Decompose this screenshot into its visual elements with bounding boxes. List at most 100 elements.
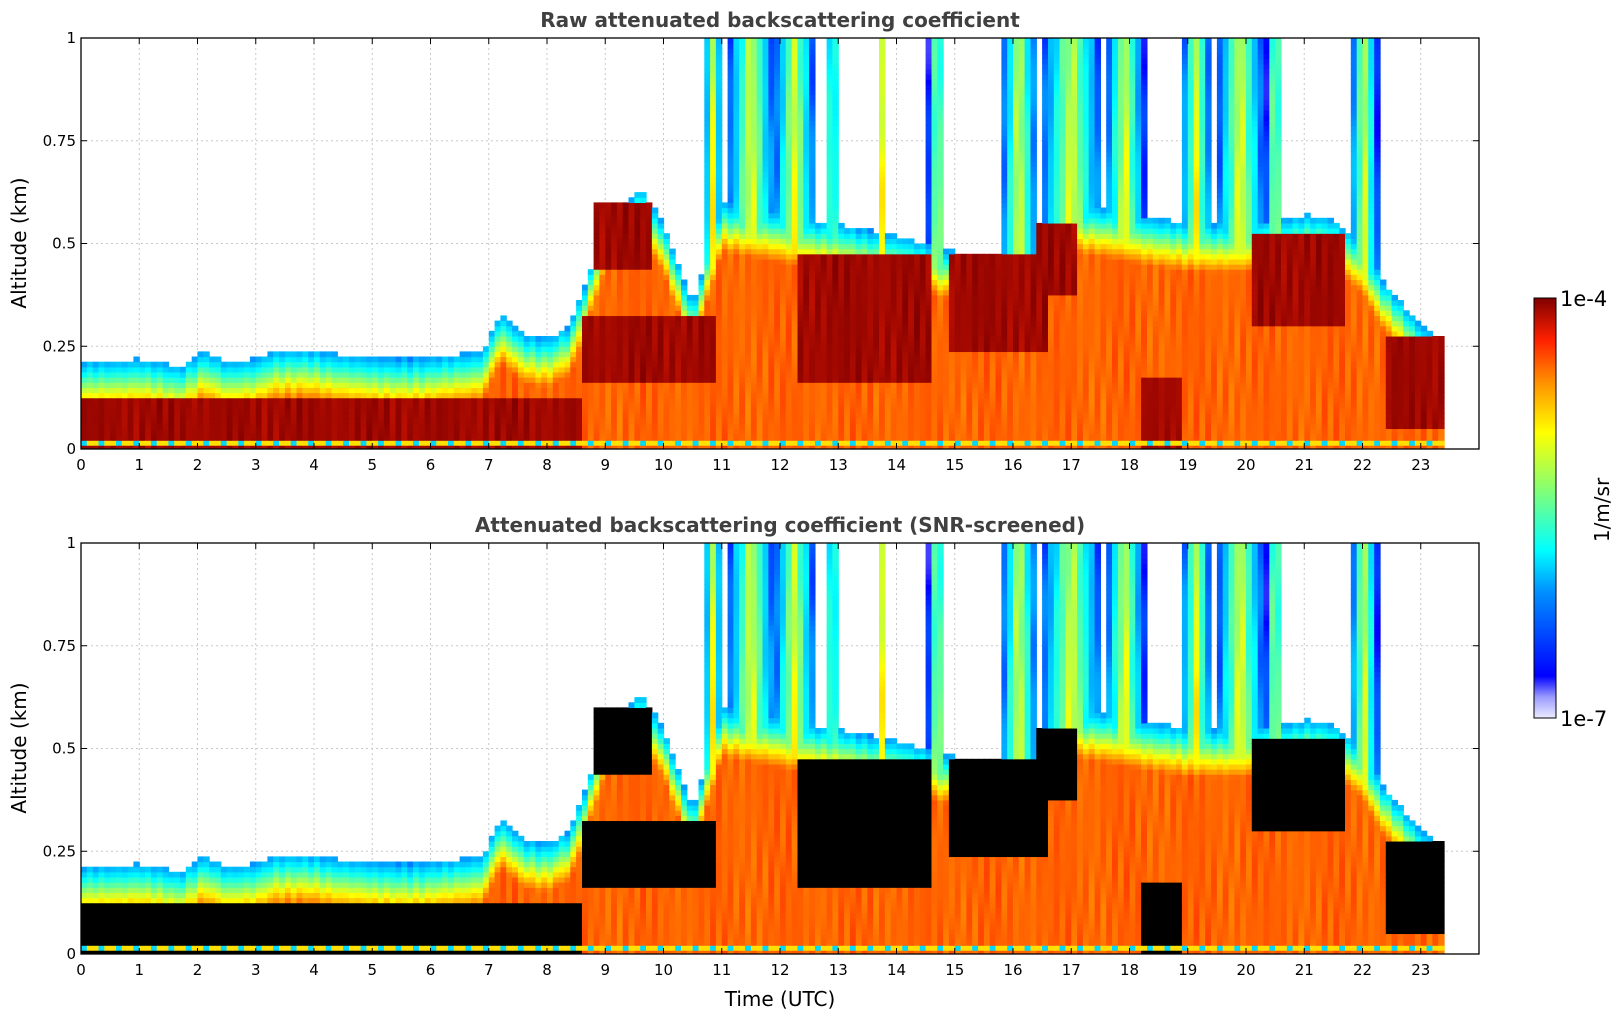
panel-raw-cell xyxy=(220,371,228,378)
panel-raw-cell xyxy=(587,371,595,378)
panel-raw-cell xyxy=(826,269,834,275)
panel-raw-cell xyxy=(197,413,204,419)
panel-raw-cell xyxy=(249,418,257,424)
panel-raw-cell xyxy=(762,161,769,168)
panel-raw-cell xyxy=(593,382,601,388)
panel-raw-cell xyxy=(407,423,414,430)
panel-raw-cell xyxy=(663,315,670,322)
panel-raw-cell xyxy=(791,217,799,224)
panel-raw-cell xyxy=(541,336,548,342)
panel-raw-cell xyxy=(902,392,909,399)
panel-raw-cell xyxy=(861,377,869,383)
panel-raw-cell xyxy=(861,289,869,296)
panel-raw-cell xyxy=(919,258,927,265)
panel-raw-cell xyxy=(832,171,839,178)
panel-raw-cell xyxy=(809,423,816,430)
panel-raw-cell xyxy=(634,279,641,286)
panel-raw-cell xyxy=(704,423,711,430)
panel-raw-cell xyxy=(698,341,705,347)
panel-raw-cell xyxy=(750,238,758,245)
panel-raw-cell xyxy=(733,125,740,132)
panel-raw-cell xyxy=(809,284,816,291)
panel-raw-cell xyxy=(506,371,513,378)
panel-raw-cell xyxy=(535,346,542,353)
panel-raw-cell xyxy=(733,207,740,214)
panel-raw-cell xyxy=(820,330,828,337)
panel-raw-cell xyxy=(768,104,775,111)
panel-raw-cell xyxy=(249,371,257,378)
panel-raw-cell xyxy=(651,377,659,383)
panel-raw-cell xyxy=(378,382,385,388)
panel-raw-cell xyxy=(902,305,909,311)
panel-raw-cell xyxy=(733,258,740,265)
panel-raw-cell xyxy=(791,89,799,96)
panel-raw-cell xyxy=(815,284,822,291)
panel-raw-cell xyxy=(791,166,799,173)
panel-raw-cell xyxy=(611,336,618,342)
panel-raw-cell xyxy=(535,341,542,347)
panel-raw-cell xyxy=(220,402,228,409)
panel-raw-cell xyxy=(646,433,653,440)
panel-raw-cell xyxy=(826,166,834,173)
panel-raw-cell xyxy=(809,130,816,137)
panel-raw-cell xyxy=(780,243,787,250)
panel-raw-cell xyxy=(733,197,740,204)
panel-raw-cell xyxy=(797,156,804,162)
panel-raw-cell xyxy=(750,94,758,101)
panel-raw-cell xyxy=(669,310,676,317)
panel-raw-cell xyxy=(587,320,595,327)
panel-raw-cell xyxy=(681,361,688,368)
panel-raw-cell xyxy=(704,413,711,419)
panel-raw-cell xyxy=(686,382,694,388)
panel-raw-cell xyxy=(477,402,484,409)
panel-raw-cell xyxy=(785,253,793,260)
panel-raw-cell xyxy=(593,253,601,260)
panel-raw-cell xyxy=(785,176,793,183)
panel-raw-cell xyxy=(820,228,828,234)
panel-raw-cell xyxy=(616,207,624,214)
panel-raw-cell xyxy=(774,387,781,394)
panel-raw-cell xyxy=(628,310,635,317)
panel-raw-cell xyxy=(867,258,874,265)
panel-raw-cell xyxy=(249,356,257,363)
panel-raw-cell xyxy=(360,413,368,419)
panel-raw-cell xyxy=(750,181,758,188)
panel-raw-cell xyxy=(849,346,857,353)
panel-raw-cell xyxy=(279,397,286,404)
panel-raw-cell xyxy=(849,264,857,270)
panel-raw-cell xyxy=(156,392,164,399)
panel-raw-cell xyxy=(780,377,787,383)
panel-raw-cell xyxy=(739,109,746,116)
panel-raw-cell xyxy=(424,433,432,440)
panel-raw-cell xyxy=(896,428,903,435)
panel-raw-cell xyxy=(564,443,571,449)
panel-raw-cell xyxy=(756,310,764,317)
panel-raw-cell xyxy=(721,392,729,399)
panel-raw-cell xyxy=(756,63,764,70)
panel-raw-cell xyxy=(634,310,641,317)
panel-raw-cell xyxy=(616,305,624,311)
panel-raw-cell xyxy=(780,171,787,178)
panel-raw-cell xyxy=(482,346,490,353)
panel-raw-cell xyxy=(360,392,368,399)
panel-raw-cell xyxy=(756,397,764,404)
panel-raw-cell xyxy=(162,371,170,378)
panel-raw-cell xyxy=(104,371,111,378)
panel-raw-cell xyxy=(628,366,635,373)
panel-raw-cell xyxy=(826,397,834,404)
panel-raw-cell xyxy=(780,94,787,101)
panel-raw-cell xyxy=(745,315,752,322)
panel-raw-cell xyxy=(745,356,752,363)
panel-raw-cell xyxy=(710,187,717,193)
panel-raw-cell xyxy=(797,264,804,270)
panel-raw-cell xyxy=(791,253,799,260)
panel-raw-cell xyxy=(826,176,834,183)
panel-raw-cell xyxy=(890,351,898,358)
panel-raw-cell xyxy=(809,145,816,152)
panel-raw-cell xyxy=(681,418,688,424)
panel-raw-cell xyxy=(750,258,758,265)
panel-raw-cell xyxy=(436,402,443,409)
panel-raw-cell xyxy=(762,156,769,162)
panel-raw-cell xyxy=(908,356,915,363)
panel-raw-cell xyxy=(780,197,787,204)
